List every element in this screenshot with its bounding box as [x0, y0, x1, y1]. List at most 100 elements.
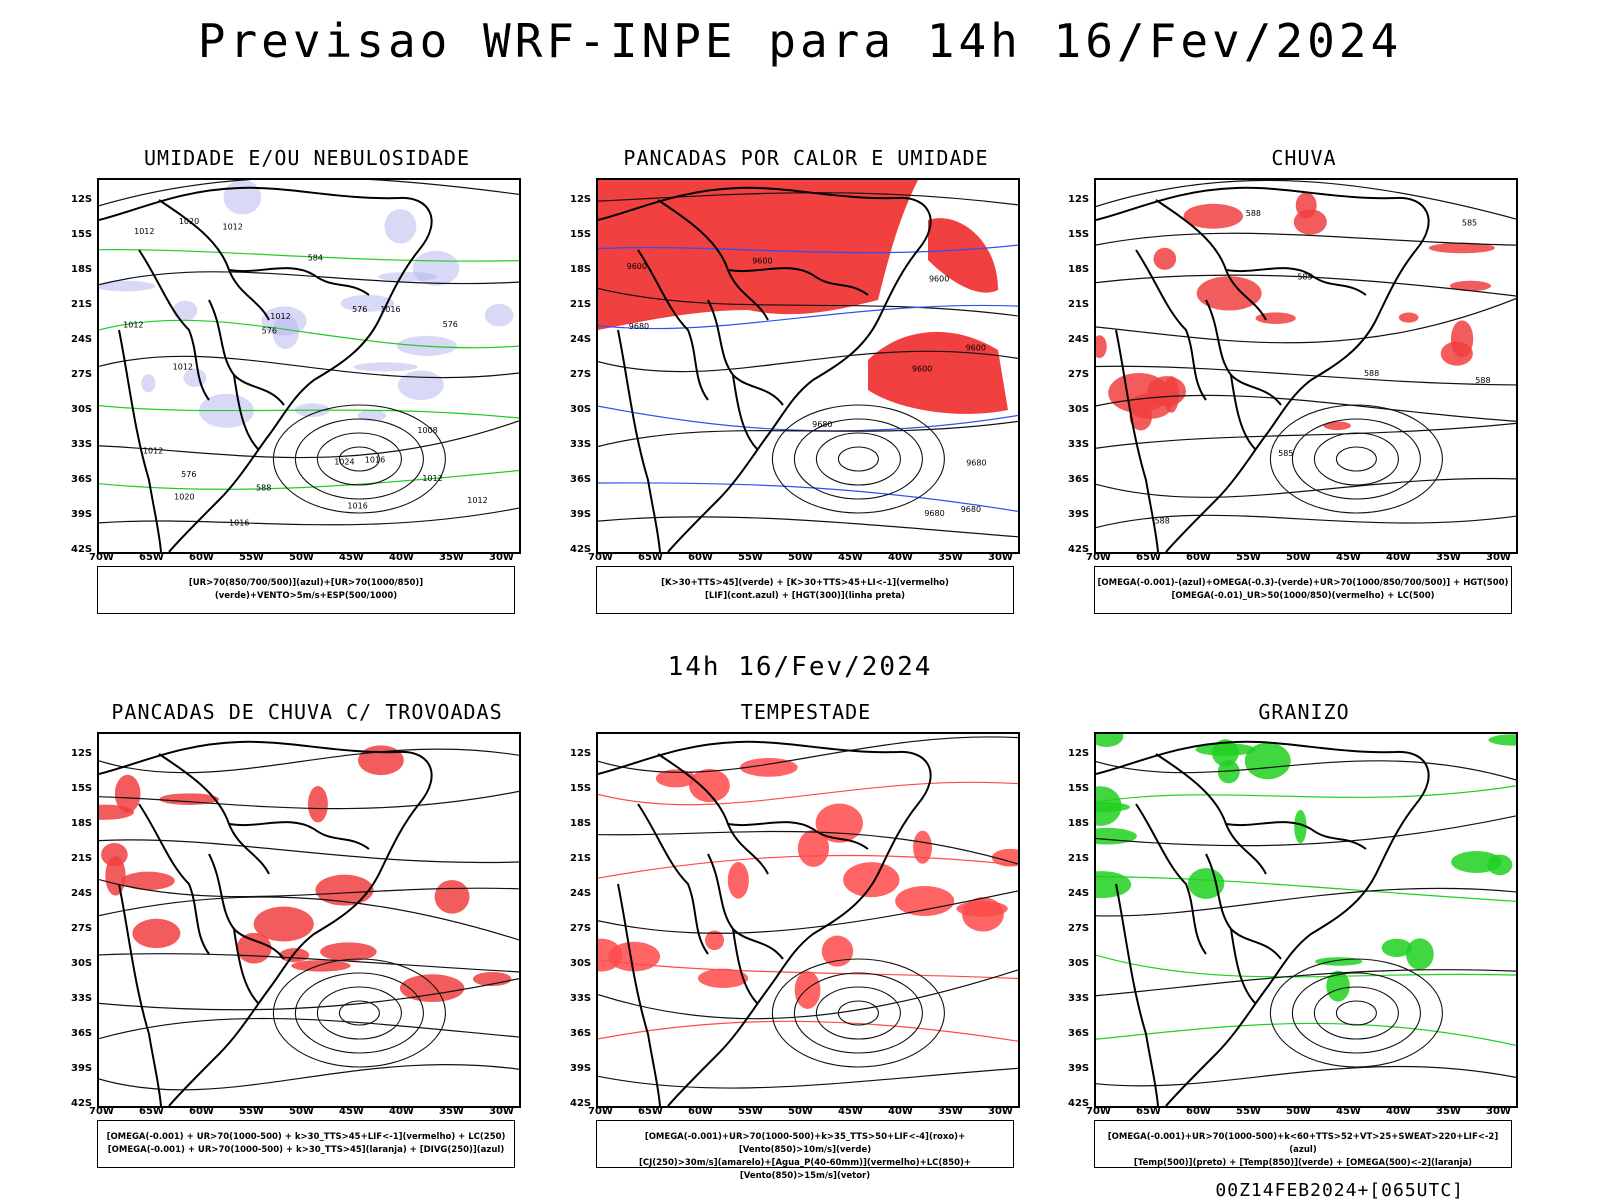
- contour-label: 588: [1475, 376, 1490, 385]
- country-border: [1115, 329, 1159, 552]
- lon-tick-label: 55W: [1236, 1106, 1261, 1117]
- contour-line: [598, 304, 1018, 330]
- country-border: [138, 803, 210, 955]
- fill-patch: [1096, 871, 1132, 899]
- fill-patch: [1183, 203, 1244, 229]
- country-border: [208, 853, 285, 960]
- legend-line: [Temp(500)](preto) + [Temp(850)](verde) …: [1133, 1158, 1473, 1168]
- lon-tick-label: 40W: [1386, 1106, 1411, 1117]
- country-border: [228, 821, 370, 850]
- lat-tick-label: 27S: [71, 923, 93, 934]
- lat-tick-label: 42S: [71, 544, 93, 555]
- lon-tick-label: 30W: [988, 552, 1013, 563]
- contour-line: [1096, 876, 1516, 902]
- pressure-loop: [837, 1000, 879, 1026]
- coastline: [598, 186, 932, 552]
- fill-patch: [1428, 242, 1496, 254]
- lat-tick-label: 30S: [570, 404, 592, 415]
- coastline: [99, 740, 433, 1106]
- contour-line: [99, 790, 519, 810]
- country-border: [1155, 199, 1267, 321]
- lat-tick-label: 24S: [71, 888, 93, 899]
- lon-tick-label: 30W: [1486, 1106, 1511, 1117]
- fill-patch: [821, 935, 854, 967]
- contour-line: [99, 1064, 519, 1091]
- pressure-loop: [771, 958, 945, 1068]
- lon-tick-label: 35W: [439, 1106, 464, 1117]
- lat-tick-label: 18S: [1068, 264, 1090, 275]
- contour-line: [598, 244, 1018, 254]
- pressure-loop: [272, 404, 446, 514]
- lon-tick-label: 65W: [139, 552, 164, 563]
- fill-patch: [357, 409, 387, 422]
- map-panel-pancadas-calor: 9680 9680 9680 9680 9600 9680 9600 9600 9600 9600: [596, 178, 1020, 554]
- pressure-loop: [294, 972, 424, 1054]
- lon-tick-label: 65W: [638, 552, 663, 563]
- contour-label: 9600: [752, 256, 772, 265]
- lon-tick-label: 50W: [1286, 552, 1311, 563]
- fill-patch: [1211, 739, 1239, 767]
- country-border: [637, 249, 709, 401]
- map-graphic-pancadas-trovoadas: [99, 740, 519, 1106]
- country-border: [727, 821, 869, 850]
- country-border: [138, 249, 210, 401]
- lat-tick-label: 21S: [71, 299, 93, 310]
- contour-label: 1024: [334, 457, 354, 466]
- contour-line: [1096, 1022, 1516, 1046]
- fill-patch: [1449, 280, 1492, 292]
- lat-tick-label: 30S: [71, 958, 93, 969]
- contour-label: 1012: [422, 474, 442, 483]
- contour-line: [598, 1067, 1018, 1089]
- contour-line: [99, 249, 519, 262]
- pressure-loop: [793, 418, 923, 500]
- map-panel-granizo: [1094, 732, 1518, 1108]
- lon-tick-label: 65W: [139, 1106, 164, 1117]
- pressure-loop: [815, 986, 901, 1040]
- heat-fill-region: [598, 180, 918, 330]
- lon-tick-label: 35W: [439, 552, 464, 563]
- fill-patch: [688, 768, 730, 803]
- country-border: [1155, 753, 1267, 875]
- lat-tick-label: 36S: [1068, 474, 1090, 485]
- contour-line: [99, 978, 519, 1011]
- lat-tick-label: 12S: [1068, 194, 1090, 205]
- legend-line: [OMEGA(-0.01)_UR>50(1000/850)(vermelho) …: [1171, 591, 1435, 601]
- contour-label: 9600: [627, 262, 647, 271]
- contour-line: [1096, 232, 1516, 246]
- contour-label: 1020: [179, 217, 199, 226]
- contour-line: [598, 482, 1018, 512]
- contour-line: [1096, 1065, 1516, 1087]
- fill-patch: [1381, 938, 1412, 958]
- fill-patch: [484, 303, 514, 327]
- contour-label: 1012: [270, 312, 290, 321]
- contour-line: [99, 180, 519, 207]
- legend-line: [OMEGA(-0.001)+UR>70(1000-500)+k>35_TTS>…: [644, 1132, 966, 1155]
- lon-tick-label: 55W: [239, 552, 264, 563]
- lon-tick-label: 70W: [588, 552, 613, 563]
- country-border: [1230, 374, 1257, 451]
- fill-patch: [253, 906, 314, 942]
- lon-tick-label: 30W: [489, 552, 514, 563]
- fill-patch: [727, 862, 749, 899]
- lon-tick-label: 60W: [688, 552, 713, 563]
- contour-label: 9680: [966, 459, 986, 468]
- contour-label: 585: [1278, 449, 1293, 458]
- contour-line: [1096, 760, 1516, 781]
- fill-patch: [223, 180, 262, 215]
- lat-tick-label: 39S: [1068, 509, 1090, 520]
- fill-patch: [172, 300, 198, 321]
- lon-tick-label: 65W: [638, 1106, 663, 1117]
- country-border: [1205, 299, 1282, 406]
- contour-line: [598, 420, 1018, 448]
- fill-patch: [397, 370, 444, 401]
- contour-line: [598, 405, 1018, 432]
- lon-tick-label: 70W: [1086, 1106, 1111, 1117]
- contour-label: 9680: [629, 322, 649, 331]
- pressure-loop: [771, 404, 945, 514]
- lat-tick-label: 21S: [570, 853, 592, 864]
- contour-label: 9600: [966, 343, 986, 352]
- pressure-loop: [338, 1000, 380, 1026]
- contour-label: 9680: [812, 420, 832, 429]
- contour-label: 1020: [174, 493, 194, 502]
- lat-tick-label: 30S: [71, 404, 93, 415]
